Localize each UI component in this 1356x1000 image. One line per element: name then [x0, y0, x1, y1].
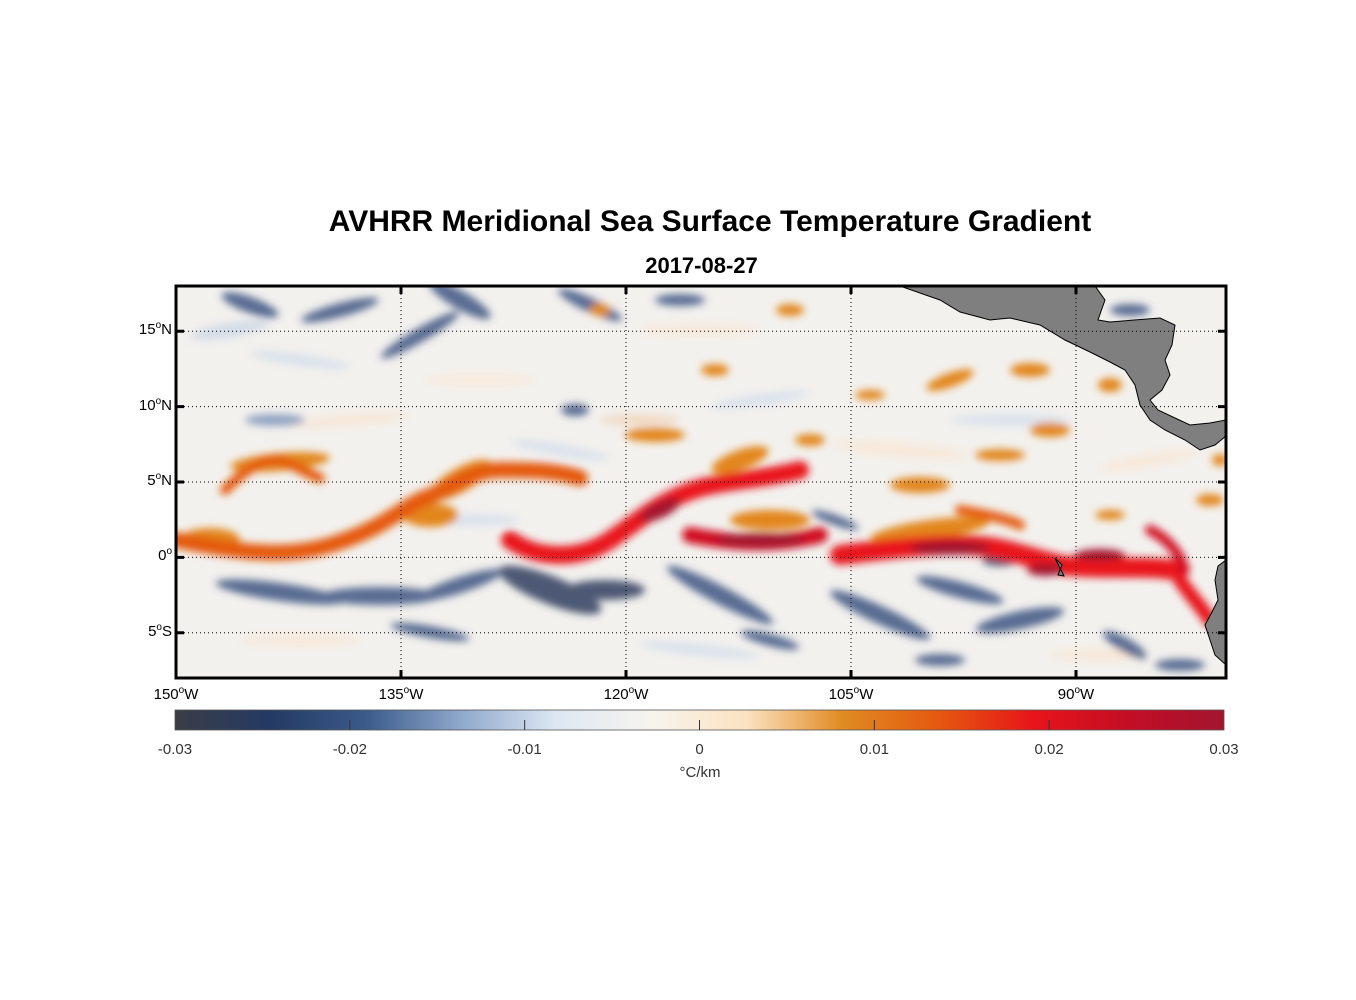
- colorbar-tick-label: 0.01: [859, 741, 889, 758]
- axis-ticks: [174, 286, 1226, 678]
- lat-label: 10oN: [138, 395, 172, 414]
- graticule: [176, 286, 1226, 678]
- lon-label: 120oW: [603, 685, 649, 703]
- lat-label: 5oN: [147, 471, 172, 489]
- colorbar-ticks: [349, 720, 1050, 730]
- colorbar-tick-label: -0.03: [157, 741, 193, 758]
- land-mask: [899, 286, 1226, 666]
- colorbar-tick-label: 0: [695, 741, 704, 758]
- colorbar-tick-label: 0.02: [1034, 741, 1064, 758]
- lat-label: 15oN: [138, 320, 172, 339]
- lon-label: 150oW: [153, 685, 199, 703]
- colorbar-tick-label: -0.02: [332, 741, 367, 758]
- chart-date: 2017-08-27: [645, 253, 758, 278]
- lon-label: 90oW: [1057, 685, 1095, 703]
- colorbar-tick-label: 0.03: [1209, 741, 1239, 758]
- colorbar-units: °C/km: [679, 764, 721, 781]
- colorbar-tick-label: -0.01: [507, 741, 542, 758]
- lon-label: 135oW: [378, 685, 424, 703]
- lat-label: 0o: [158, 546, 172, 565]
- lat-label: 5oS: [148, 621, 172, 640]
- lon-label: 105oW: [828, 685, 874, 703]
- gradient-field: [176, 286, 1226, 671]
- chart-title: AVHRR Meridional Sea Surface Temperature…: [328, 205, 1092, 238]
